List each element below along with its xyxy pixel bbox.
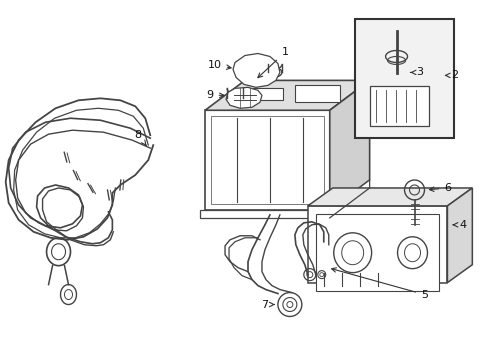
Text: 10: 10 (208, 60, 230, 71)
Polygon shape (252, 88, 283, 100)
Text: 6: 6 (428, 183, 450, 193)
Text: 5: 5 (331, 268, 427, 300)
Bar (354, 19, 453, 138)
Polygon shape (329, 180, 369, 218)
Polygon shape (307, 188, 471, 206)
Polygon shape (204, 80, 369, 110)
Text: 2: 2 (445, 71, 458, 80)
Polygon shape (233, 54, 279, 87)
Text: 3: 3 (409, 67, 422, 77)
Polygon shape (307, 206, 447, 283)
Polygon shape (315, 214, 439, 291)
Polygon shape (329, 80, 369, 210)
Polygon shape (225, 87, 262, 108)
Text: 1: 1 (257, 48, 288, 78)
Text: 8: 8 (135, 130, 146, 145)
Polygon shape (294, 85, 339, 102)
Text: 4: 4 (452, 220, 466, 230)
Polygon shape (204, 110, 329, 210)
Polygon shape (447, 188, 471, 283)
Text: 9: 9 (206, 90, 224, 100)
Text: 7: 7 (261, 300, 274, 310)
Polygon shape (211, 116, 323, 204)
Polygon shape (369, 86, 428, 126)
Polygon shape (200, 210, 334, 218)
